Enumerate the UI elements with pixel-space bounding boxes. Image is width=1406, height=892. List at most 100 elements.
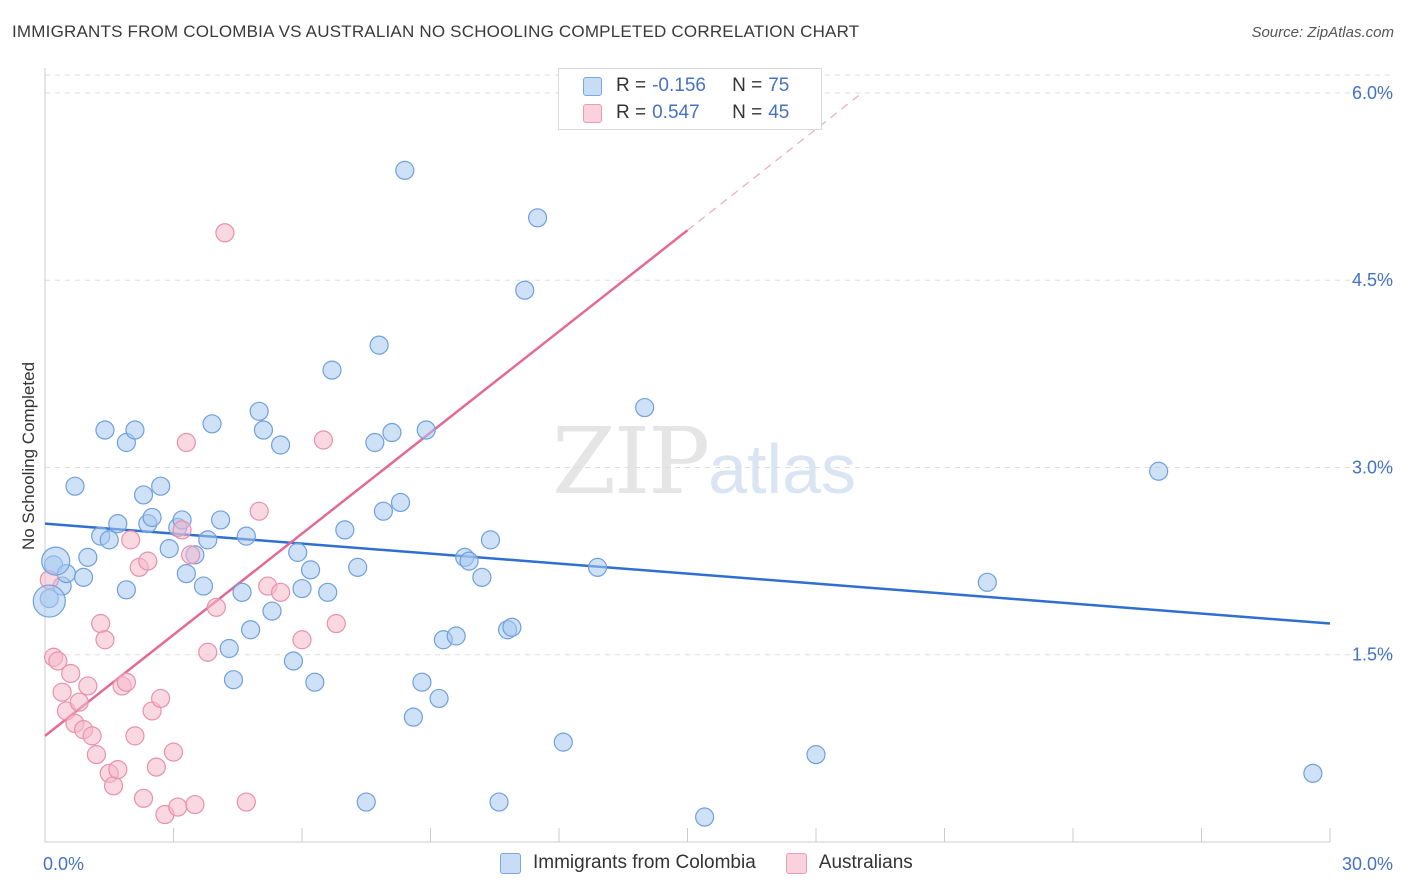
point-australians [172,520,192,540]
point-australians [206,597,226,617]
point-colombia [288,542,308,562]
point-colombia [1149,461,1169,481]
point-australians [151,688,171,709]
point-colombia [348,557,368,577]
correlation-legend: R = -0.156 N = 75 R = 0.547 N = 45 [558,68,822,130]
point-colombia [283,651,304,671]
point-colombia [65,476,85,496]
point-colombia [446,626,466,646]
x-tick-label: 0.0% [43,854,84,874]
point-colombia [151,476,171,496]
point-australians [82,726,102,746]
point-colombia [977,572,997,592]
point-colombia [253,420,274,440]
point-colombia [515,280,535,300]
point-colombia [202,414,222,434]
legend-row-colombia: R = -0.156 N = 75 [583,73,789,99]
point-colombia [587,557,608,577]
point-colombia [390,492,411,513]
legend-swatch-colombia [583,76,602,96]
point-colombia [635,397,655,418]
point-australians [270,582,291,602]
point-colombia [142,507,162,528]
point-australians [138,551,158,571]
point-colombia [125,420,145,440]
point-colombia [108,514,128,534]
legend-item-colombia[interactable]: Immigrants from Colombia [500,852,756,874]
point-colombia [356,792,376,812]
point-australians [185,794,205,815]
trendlines [44,94,1331,737]
point-colombia [1303,763,1323,783]
legend-label-australians: Australians [818,852,913,873]
legend-swatch-colombia [500,852,521,874]
point-colombia [95,420,115,440]
point-colombia [395,160,415,180]
point-colombia [270,435,291,455]
point-australians [168,797,188,817]
point-colombia [369,335,389,355]
point-colombia [133,485,154,505]
point-colombia [262,601,282,621]
watermark-zip: ZIP [552,408,710,515]
point-colombia [32,584,66,618]
legend-r-label: R = [616,75,647,96]
legend-swatch-australians [583,103,602,123]
y-tick-label: 1.5% [1352,645,1393,665]
grid-lines [45,74,1390,656]
point-australians [181,545,201,565]
point-colombia [99,530,119,550]
point-australians [236,792,256,812]
point-colombia [472,567,492,587]
point-australians [95,630,115,650]
point-colombia [211,510,231,530]
point-australians [249,501,269,521]
axes [44,68,1331,843]
point-australians [61,663,81,684]
point-colombia [695,807,715,827]
legend-row-australians: R = 0.547 N = 45 [583,100,789,126]
legend-r-value: 0.547 [652,102,700,123]
point-colombia [223,670,244,690]
data-points [32,108,1323,827]
point-australians [163,742,184,762]
point-colombia [241,620,261,640]
watermark: ZIPatlas [552,408,856,515]
legend-n-value: 45 [768,102,790,123]
y-tick-label: 6.0% [1352,83,1393,103]
point-colombia [193,576,214,596]
point-australians [69,692,89,712]
point-colombia [318,582,338,602]
point-colombia [219,638,239,659]
point-colombia [116,580,136,600]
point-australians [78,676,98,696]
legend-r-value: -0.156 [652,75,706,96]
legend-n-label: N = [732,102,763,123]
point-colombia [502,617,522,637]
point-australians [313,430,334,450]
point-colombia [412,672,432,692]
point-australians [326,613,346,634]
point-australians [198,642,218,662]
point-colombia [300,560,321,580]
point-australians [86,745,107,765]
point-colombia [305,672,325,692]
legend-item-australians[interactable]: Australians [785,852,913,874]
watermark-atlas: atlas [708,430,857,508]
tick-labels: 1.5% 3.0% 4.5% 6.0% 0.0% 30.0% [43,83,1393,874]
point-australians [121,530,141,550]
legend-label-colombia: Immigrants from Colombia [533,852,756,873]
y-tick-label: 4.5% [1352,270,1393,290]
point-australians [215,223,235,243]
point-colombia [459,551,479,571]
series-legend: Immigrants from Colombia Australians [500,852,943,874]
point-colombia [292,578,312,599]
point-australians [146,757,166,777]
point-colombia [806,745,826,765]
legend-n-label: N = [732,75,763,96]
point-colombia [527,208,548,228]
point-colombia [429,688,449,709]
point-colombia [198,530,218,550]
x-tick-label: 30.0% [1342,854,1393,874]
